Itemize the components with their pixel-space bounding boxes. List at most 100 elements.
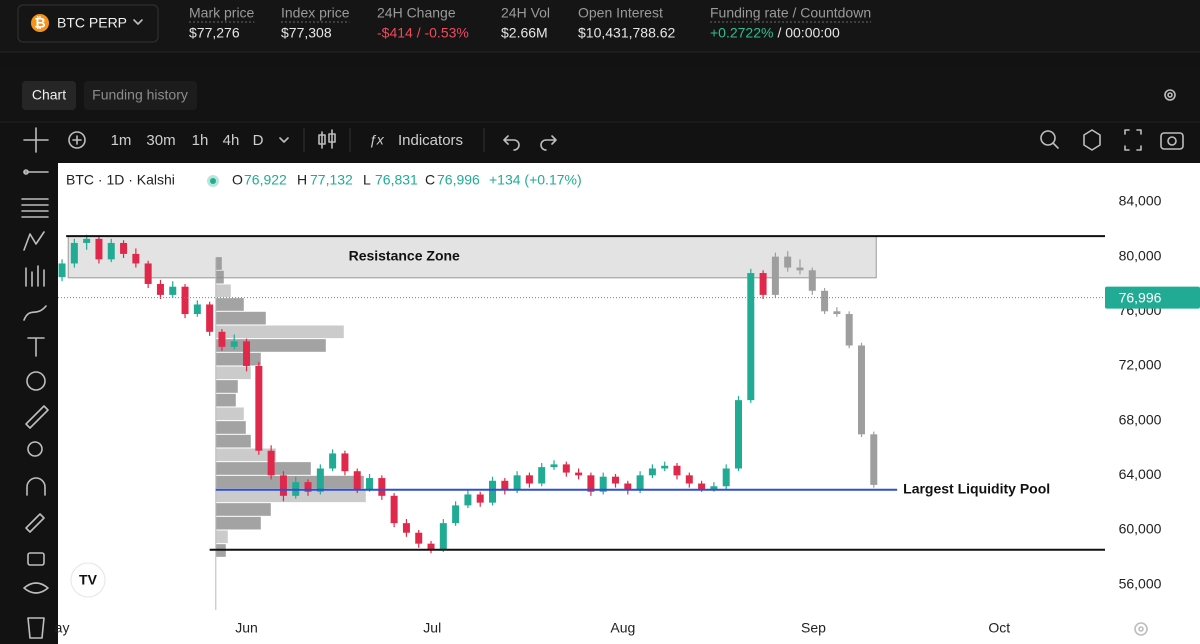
crosshair-tool[interactable]: [23, 127, 49, 153]
tool-zoom[interactable]: [27, 441, 43, 457]
candle-body: [304, 482, 312, 492]
tool-lock[interactable]: [27, 552, 45, 566]
y-tick-label: 68,000: [1119, 411, 1162, 427]
fullscreen-icon[interactable]: [1124, 129, 1142, 151]
tool-forecast[interactable]: [25, 265, 45, 287]
tool-ruler[interactable]: [25, 405, 49, 429]
crosshair[interactable]: [23, 127, 49, 153]
stat-label: Index price: [281, 5, 350, 21]
candle-body: [144, 263, 152, 284]
candle-body: [648, 468, 656, 476]
stat-label: Mark price: [189, 5, 255, 21]
tool-emoji[interactable]: [26, 371, 46, 391]
candle-body: [857, 345, 865, 435]
interval-button[interactable]: 4h: [223, 132, 240, 149]
candle-icon[interactable]: [328, 133, 336, 143]
tool-trash[interactable]: [27, 617, 45, 639]
add-symbol[interactable]: [68, 131, 86, 149]
camera-icon[interactable]: [1160, 132, 1184, 150]
redo[interactable]: [540, 135, 557, 151]
ohlc-value: 76,831: [375, 172, 418, 188]
candle-body: [636, 475, 644, 491]
volume-profile-bar: [215, 393, 236, 407]
candle-body: [612, 476, 620, 484]
zoom[interactable]: [1052, 142, 1059, 149]
zoom[interactable]: [1040, 130, 1056, 146]
stat-value: $77,308: [281, 25, 332, 41]
chart-type[interactable]: [318, 129, 336, 149]
y-tick-label: 72,000: [1119, 357, 1162, 373]
gear[interactable]: [1164, 89, 1176, 101]
undo[interactable]: [503, 135, 520, 151]
last-price-tag: [1105, 286, 1200, 309]
volume-profile-bar: [215, 270, 224, 284]
interval-button[interactable]: 30m: [146, 132, 175, 149]
tool-text[interactable]: [27, 337, 45, 357]
chevron: [133, 19, 143, 25]
axis-settings[interactable]: [1134, 622, 1148, 636]
stat-value: $2.66M: [501, 25, 548, 41]
tool-fib[interactable]: [21, 198, 49, 218]
stat-value: $77,276: [189, 25, 240, 41]
tv-logo: TV: [70, 562, 106, 598]
candle-body: [734, 400, 742, 469]
tool-magnet[interactable]: [26, 477, 46, 496]
y-tick-label: 56,000: [1119, 575, 1162, 591]
add-circle[interactable]: [68, 131, 86, 149]
tool-brush[interactable]: [23, 305, 47, 321]
settings-icon[interactable]: [1164, 89, 1176, 101]
camera[interactable]: [1160, 132, 1184, 150]
volume-profile-bar: [215, 284, 231, 298]
zoom-icon[interactable]: [1040, 130, 1059, 149]
tool-lock-draw[interactable]: [25, 513, 45, 533]
candle-body: [476, 494, 484, 503]
interval-chevron[interactable]: [279, 137, 289, 143]
tool-eye[interactable]: [23, 582, 49, 594]
hexagon-icon[interactable]: [1083, 129, 1101, 151]
tab-label[interactable]: Chart: [32, 87, 66, 103]
candle-body: [366, 478, 374, 489]
tool-line[interactable]: [23, 169, 29, 175]
symbol-button[interactable]: [17, 4, 159, 43]
volume-profile-bar: [215, 311, 266, 325]
symbol-selector[interactable]: ₿ BTC PERP: [17, 4, 159, 43]
candle-body: [538, 467, 546, 484]
indicators-button[interactable]: Indicators: [398, 132, 463, 149]
stat-value: +0.2722%: [710, 25, 773, 41]
add-plus[interactable]: [72, 135, 82, 145]
candle-body: [230, 341, 238, 347]
axis-gear[interactable]: [1134, 622, 1148, 636]
interval-button[interactable]: 1m: [111, 132, 132, 149]
x-tick-label: Oct: [988, 620, 1010, 636]
candle-body: [771, 256, 779, 295]
candle-icon[interactable]: [318, 134, 326, 145]
candle-body: [784, 256, 792, 268]
interval-button[interactable]: D: [253, 132, 264, 149]
tab-label[interactable]: Funding history: [92, 87, 188, 103]
interval-button[interactable]: 1h: [192, 132, 209, 149]
candle-body: [489, 480, 497, 503]
tab-funding[interactable]: [84, 81, 197, 110]
candle-body: [255, 365, 263, 451]
tool-pattern[interactable]: [23, 231, 45, 251]
candle-body: [833, 311, 841, 315]
fx-icon[interactable]: ƒx: [369, 132, 385, 148]
x-tick-label: ay: [55, 620, 70, 636]
volume-profile-bar: [215, 489, 366, 503]
candle-body: [747, 273, 755, 401]
axis-gear-hub[interactable]: [1138, 626, 1144, 632]
candle-body: [243, 341, 251, 366]
annotation-label: Largest Liquidity Pool: [903, 481, 1050, 497]
camera-lens[interactable]: [1167, 136, 1177, 146]
stat-label: Open Interest: [578, 5, 663, 21]
candle-body: [845, 314, 853, 346]
candle-body: [169, 286, 177, 295]
candle-body: [279, 475, 287, 496]
tab-chart[interactable]: [22, 81, 76, 110]
stat-value: $10,431,788.62: [578, 25, 676, 41]
gear-hub[interactable]: [1167, 92, 1173, 98]
x-tick-label: Aug: [610, 620, 635, 636]
resistance-zone: [67, 235, 877, 279]
candle-body: [673, 465, 681, 476]
